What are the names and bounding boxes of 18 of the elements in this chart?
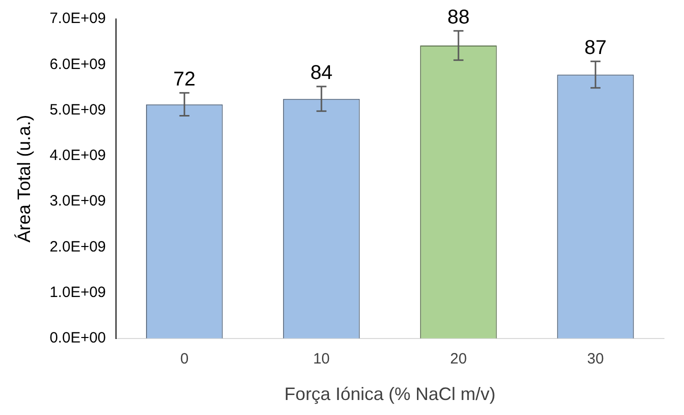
annotation: 72 [173, 68, 196, 90]
annotation: 88 [447, 6, 470, 28]
y-tick-label: 2.0E+09 [50, 238, 106, 256]
x-tick-label: 0 [180, 350, 189, 368]
y-tick-label: 0.0E+00 [50, 330, 106, 347]
x-tick-label: 20 [450, 350, 467, 368]
y-tick-label: 1.0E+09 [50, 284, 106, 301]
y-tick-label: 3.0E+09 [50, 192, 106, 210]
y-tick-label: 5.0E+09 [50, 101, 106, 118]
annotation: 87 [584, 36, 607, 59]
y-axis-title: Área Total (u.a.) [14, 114, 34, 243]
x-axis-title: Força Iónica (% NaCl m/v) [284, 384, 496, 404]
y-tick-label: 4.0E+09 [50, 147, 106, 164]
x-tick-label: 30 [587, 350, 604, 368]
y-tick-label: 7.0E+09 [50, 10, 106, 28]
annotation: 84 [310, 62, 333, 84]
x-tick-label: 10 [313, 350, 330, 368]
y-tick-label: 6.0E+09 [50, 56, 106, 73]
